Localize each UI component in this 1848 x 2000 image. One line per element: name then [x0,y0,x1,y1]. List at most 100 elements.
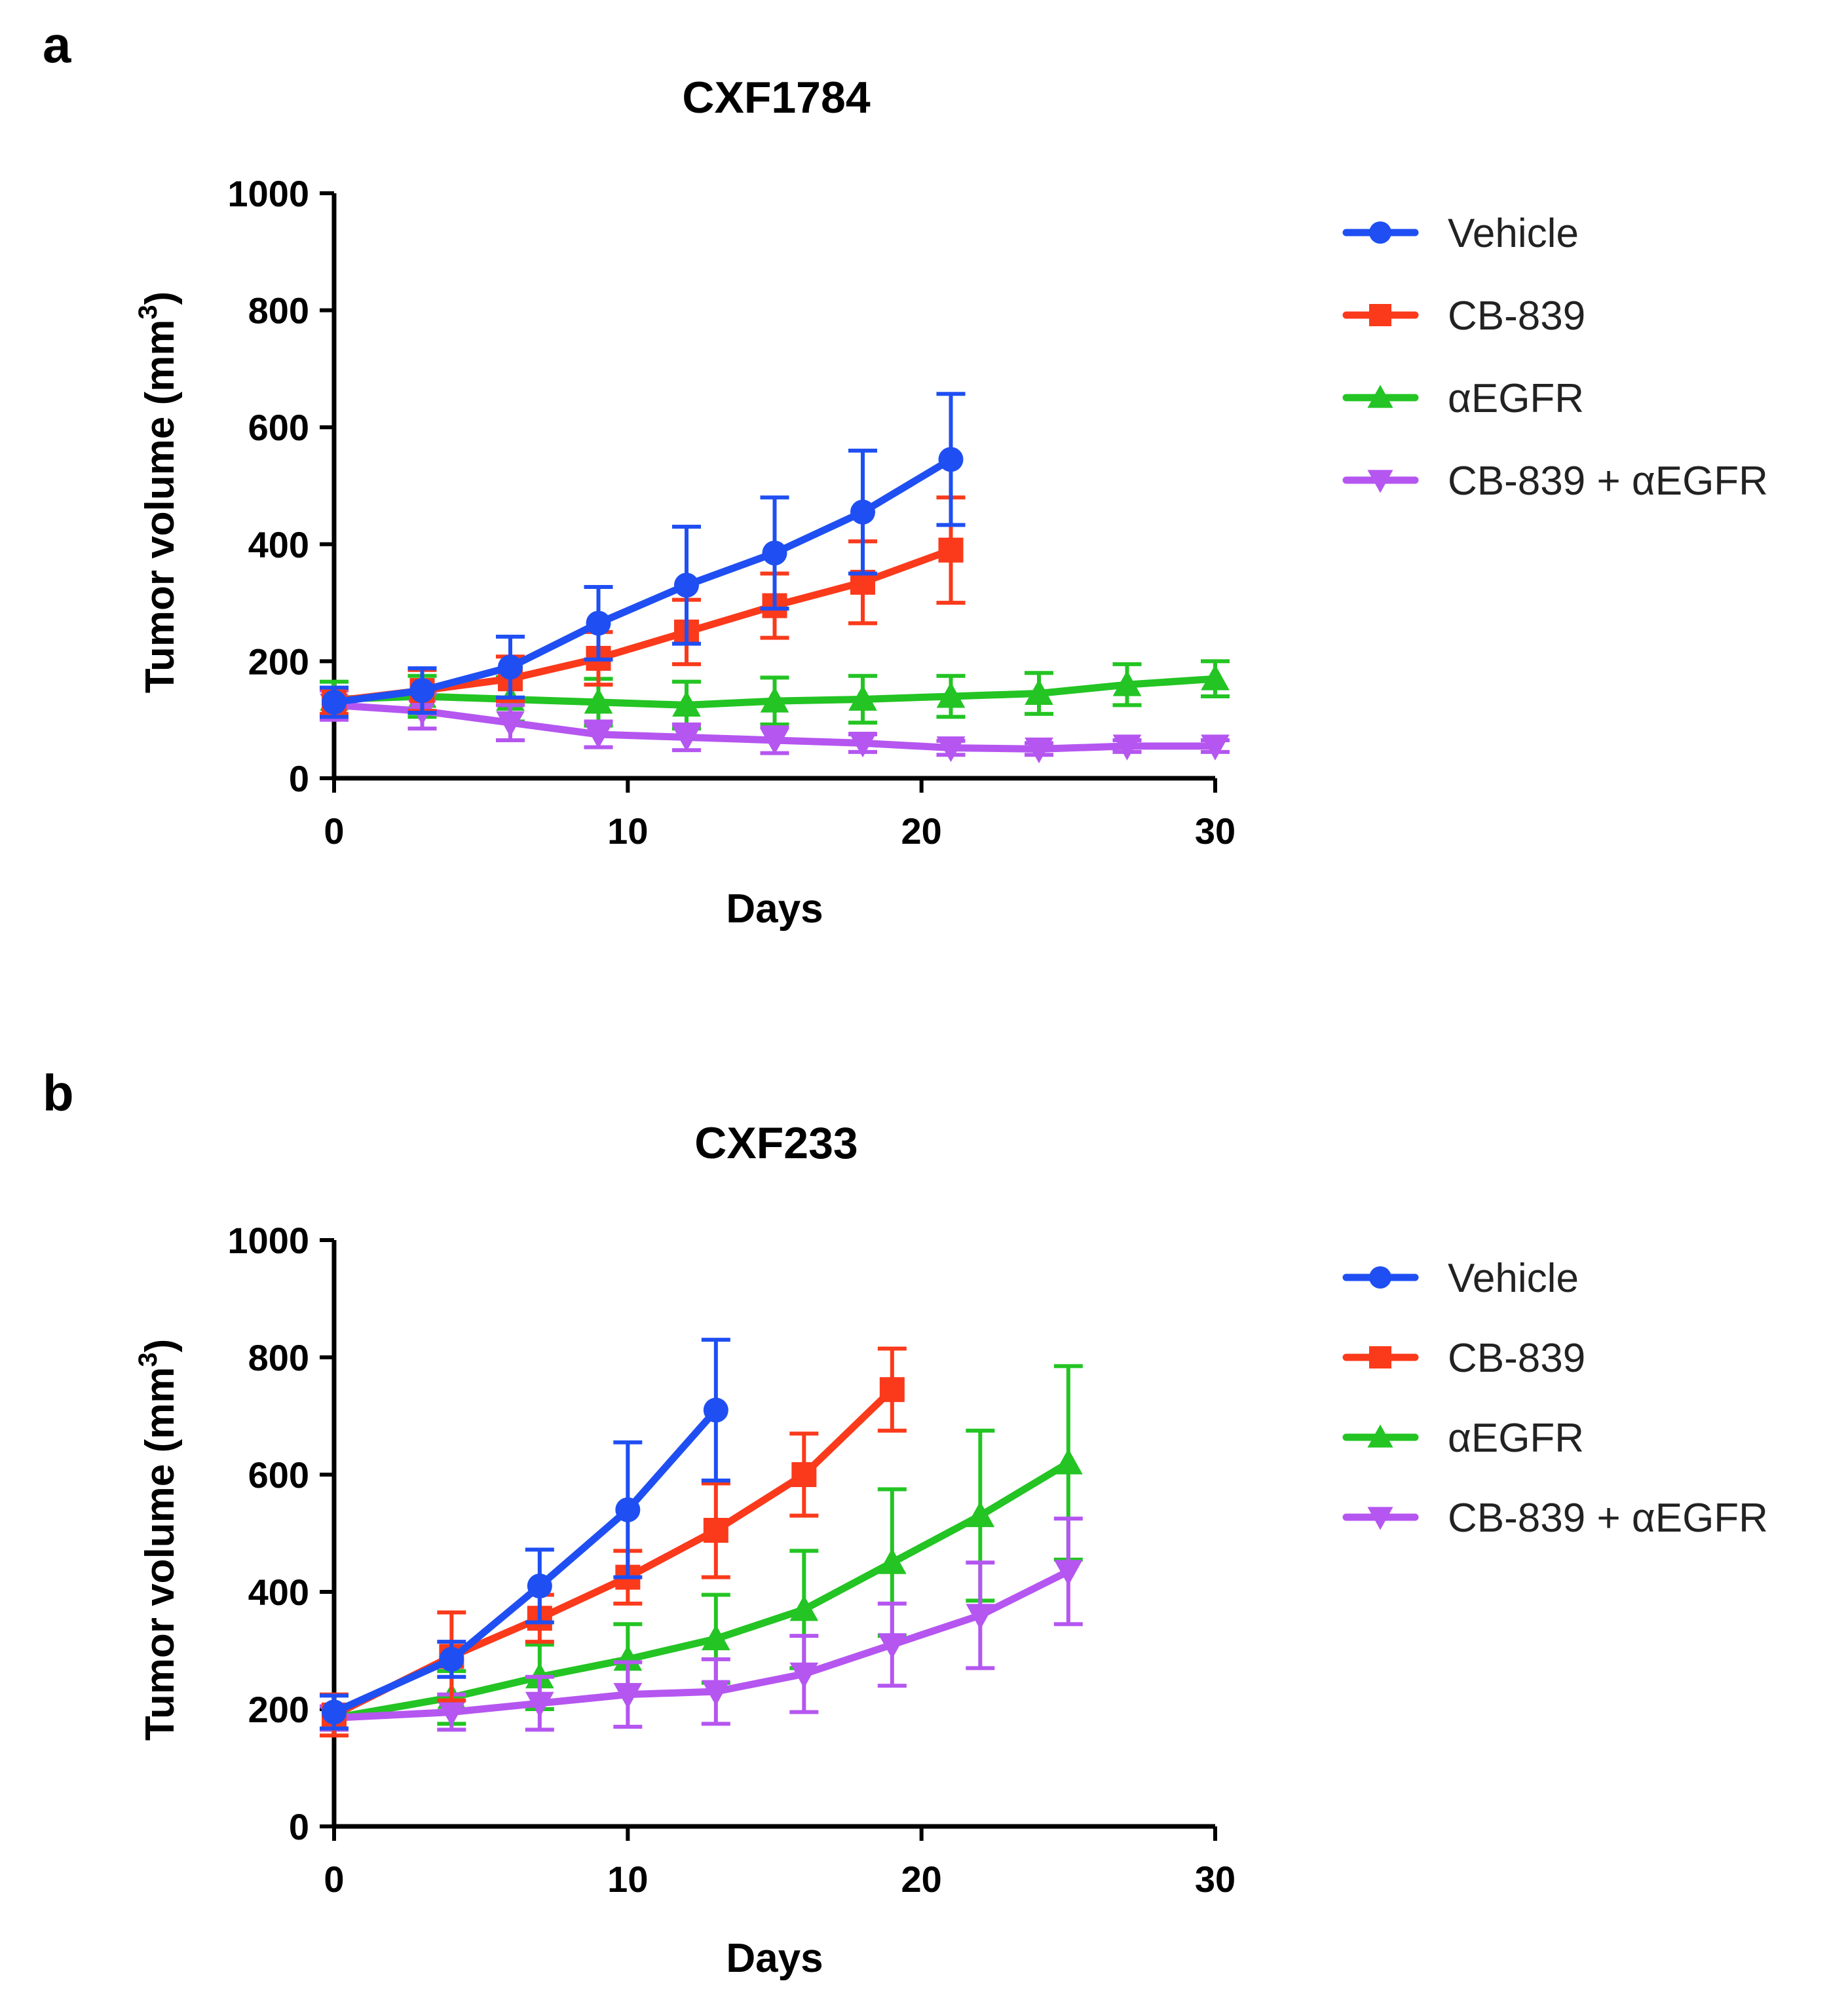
data-point [701,1680,730,1706]
data-point [703,1518,728,1543]
data-point [877,1633,907,1659]
legend-label: Vehicle [1448,211,1579,256]
y-tick-label: 200 [248,1689,309,1730]
y-tick-label: 800 [248,290,309,331]
data-point [584,723,613,749]
y-tick-label: 600 [248,1454,309,1496]
data-point [1112,734,1142,761]
data-point [966,1501,995,1528]
x-tick-label: 0 [324,1858,344,1900]
legend-item: Vehicle [1342,1256,1579,1301]
data-point [1053,1448,1083,1475]
y-tick-label: 600 [248,407,309,448]
x-tick-label: 20 [901,810,942,852]
legend-label: CB-839 + αEGFR [1448,1496,1768,1541]
legend-marker [1369,304,1391,326]
data-point [1025,679,1053,705]
data-point [496,711,525,738]
legend-marker [1367,385,1393,408]
y-tick-label: 1000 [227,1220,309,1261]
series-line [330,455,954,706]
data-point [938,537,964,563]
data-point [437,1700,466,1727]
data-point [850,499,875,525]
data-point [586,611,611,636]
y-axis-label-text: Tumor volume (mm [138,1367,183,1741]
data-point [789,1662,819,1689]
legend: Vehicle CB-839 αEGFR CB-839 + αEGFR [1342,1256,1768,1541]
y-axis-label-close: ) [138,292,183,305]
x-tick-label: 10 [607,810,648,852]
y-tick-label: 400 [248,1572,309,1613]
y-tick-label: 0 [289,1806,309,1847]
data-point [615,1497,641,1522]
legend-label: CB-839 [1448,1336,1585,1381]
panel-label: b [43,1064,74,1122]
y-axis-label: Tumor volume (mm3) [134,1339,183,1741]
x-axis-label: Days [726,1936,823,1981]
legend-item: αEGFR [1342,1416,1584,1461]
data-point [936,736,966,763]
y-tick-label: 800 [248,1337,309,1378]
data-point [409,678,435,704]
data-point [1201,664,1230,690]
legend-marker [1367,470,1393,493]
data-point [498,654,523,680]
y-axis-label-superscript: 3 [134,1352,162,1367]
data-point [762,540,787,566]
data-point [760,728,789,755]
legend-marker [1369,1346,1391,1368]
y-axis-label-superscript: 3 [134,305,162,319]
x-tick-label: 30 [1195,1858,1235,1900]
data-point [879,1377,905,1403]
x-tick-label: 20 [901,1858,942,1900]
y-axis-label-close: ) [138,1339,183,1353]
data-point [322,1699,347,1725]
data-point [1053,1560,1083,1586]
data-point [966,1604,995,1630]
data-point [760,687,789,713]
legend-label: αEGFR [1448,1416,1584,1461]
data-point [613,1645,643,1671]
legend-marker [1369,221,1391,244]
y-tick-label: 400 [248,524,309,565]
x-tick-label: 10 [607,1858,648,1900]
legend-item: CB-839 + αEGFR [1342,459,1768,504]
legend-marker [1367,1424,1393,1448]
legend-label: Vehicle [1448,1256,1579,1301]
legend-item: CB-839 + αEGFR [1342,1496,1768,1541]
legend-item: CB-839 [1342,1336,1585,1381]
legend-item: αEGFR [1342,376,1584,421]
panel-a: a CXF1784 0 200 400 600 800 1000 0 10 20 30 Days Tumo… [43,16,1768,932]
series-line [330,1459,1072,1722]
legend-item: Vehicle [1342,211,1579,256]
legend-marker [1369,1266,1391,1289]
data-point [322,689,347,715]
data-point [848,731,877,758]
series-vehicle [320,1338,730,1731]
data-point [848,685,877,711]
data-point [525,1691,554,1718]
data-point [439,1646,464,1672]
panel-label: a [43,16,71,73]
data-point [1201,734,1230,761]
series-aegfr [320,1364,1083,1732]
x-tick-label: 30 [1195,810,1235,852]
legend-label: αEGFR [1448,376,1584,421]
y-tick-label: 0 [289,758,309,799]
series-vehicle [320,392,966,719]
data-point [584,688,613,714]
legend-item: CB-839 [1342,293,1585,339]
data-point [877,1548,907,1574]
data-point [672,726,701,752]
legend-label: CB-839 [1448,293,1585,339]
y-tick-label: 1000 [227,173,309,214]
legend-marker [1367,1507,1393,1530]
data-point [1112,670,1142,696]
data-point [672,690,701,717]
data-point [791,1462,817,1487]
y-axis-label: Tumor volume (mm3) [134,292,183,694]
chart-title: CXF1784 [682,73,870,123]
data-point [674,573,699,598]
x-axis-label: Days [726,886,823,932]
